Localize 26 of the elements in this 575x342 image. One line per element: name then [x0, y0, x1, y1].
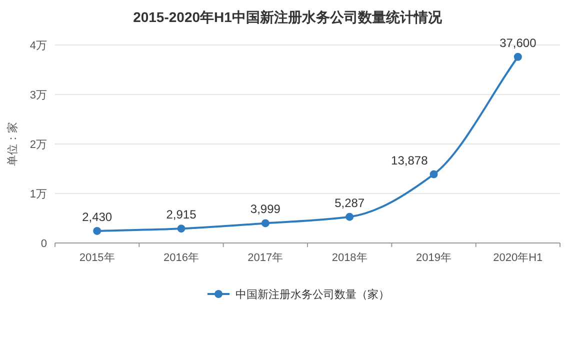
- legend-label: 中国新注册水务公司数量（家）: [236, 288, 390, 301]
- chart-title: 2015-2020年H1中国新注册水务公司数量统计情况: [133, 9, 443, 25]
- text: 3,999: [250, 202, 280, 216]
- y-axis-title: 单位：家: [6, 122, 19, 166]
- y-tick-label: 3万: [30, 90, 47, 102]
- y-tick-label: 0: [40, 238, 47, 250]
- point: [514, 52, 522, 61]
- point: [93, 226, 102, 235]
- point: [430, 170, 438, 178]
- x-tick-label: 2020年H1: [493, 252, 543, 264]
- x-tick-label: 2017年: [248, 252, 284, 264]
- y-tick-label: 2万: [30, 139, 47, 151]
- x-tick-label: 2019年: [416, 252, 452, 264]
- x-tick-label: 2016年: [164, 252, 199, 264]
- text: 37,600: [500, 36, 536, 50]
- x-tick-label: 2015年: [79, 252, 115, 264]
- text: 2,915: [166, 208, 196, 222]
- text: 2,430: [82, 210, 112, 224]
- y-tick-label: 1万: [30, 188, 47, 200]
- x-tick-label: 2018年: [332, 252, 368, 264]
- text: 13,878: [391, 153, 428, 168]
- y-tick-label: 4万: [30, 40, 47, 52]
- point: [261, 219, 270, 228]
- point: [346, 212, 354, 221]
- point: [177, 224, 186, 233]
- text: 5,287: [334, 196, 365, 210]
